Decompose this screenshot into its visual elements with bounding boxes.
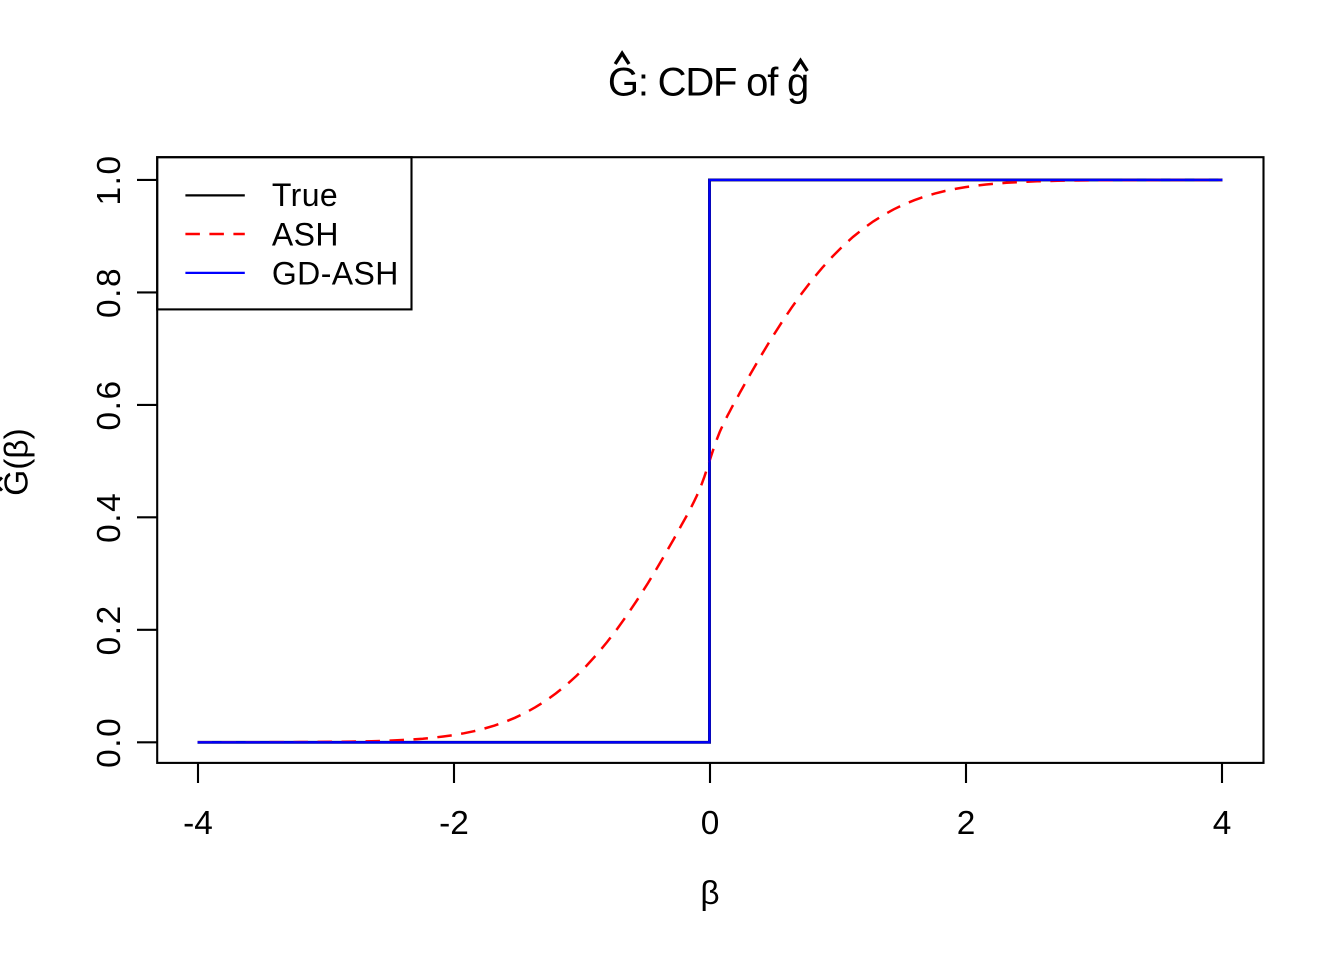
svg-text:0.4: 0.4 — [91, 492, 128, 543]
svg-text:4: 4 — [1213, 805, 1232, 842]
svg-text:G: CDF of g: G: CDF of g — [608, 61, 808, 105]
svg-text:-2: -2 — [439, 805, 469, 842]
svg-text:1.0: 1.0 — [91, 154, 128, 205]
svg-text:2: 2 — [957, 805, 976, 842]
svg-text:ASH: ASH — [272, 216, 339, 252]
svg-text:0.8: 0.8 — [91, 267, 128, 318]
svg-text:G(β): G(β) — [0, 428, 36, 495]
svg-text:0.2: 0.2 — [91, 604, 128, 655]
svg-text:0.0: 0.0 — [91, 717, 128, 768]
svg-text:GD-ASH: GD-ASH — [272, 256, 399, 292]
svg-text:β: β — [700, 875, 719, 912]
svg-text:-4: -4 — [183, 805, 213, 842]
svg-text:0: 0 — [701, 805, 720, 842]
svg-text:True: True — [272, 177, 338, 213]
svg-text:0.6: 0.6 — [91, 379, 128, 430]
